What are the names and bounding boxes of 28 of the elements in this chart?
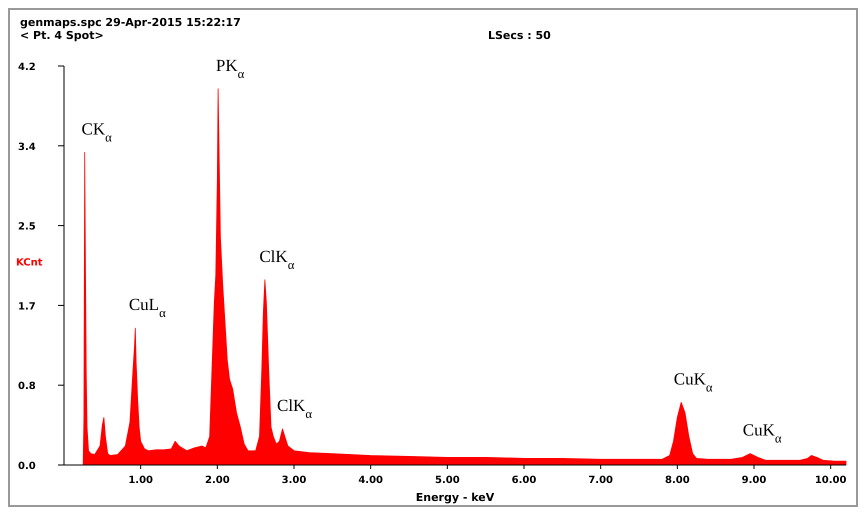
- x-tick-label: 6.00: [512, 475, 536, 486]
- x-tick-label: 1.00: [128, 475, 154, 486]
- x-tick-label: 10.00: [814, 475, 847, 486]
- chart-title: genmaps.spc 29-Apr-2015 15:22:17: [20, 16, 241, 29]
- annotation: CK$_{α}$: [82, 119, 112, 144]
- annotation: CuK$_{α}$: [742, 420, 782, 446]
- y-tick-label: 0.8: [18, 381, 36, 392]
- annotation: CuL$_{α}$: [128, 295, 166, 320]
- y-tick-label: 0.0: [18, 461, 36, 472]
- annotation: CuK$_{α}$: [674, 369, 713, 394]
- annotation: PK$_{α}$: [216, 56, 245, 81]
- y-axis-title: KCnt: [16, 258, 43, 268]
- x-tick-label: 4.00: [358, 475, 384, 486]
- x-axis-title: Energy - keV: [416, 491, 495, 504]
- x-tick-label: 8.00: [664, 475, 690, 486]
- x-tick-label: 2.00: [204, 475, 230, 486]
- x-tick-label: 5.00: [434, 475, 460, 486]
- y-tick-label: 1.7: [18, 301, 36, 312]
- annotation: ClK$_{α}$: [259, 246, 295, 272]
- x-tick-label: 3.00: [282, 475, 306, 486]
- x-tick-label: 7.00: [588, 475, 614, 486]
- annotation: ClK$_{α}$: [276, 396, 312, 421]
- text: LSecs : 50: [488, 29, 552, 42]
- x-tick-label: 9.00: [742, 475, 766, 486]
- text: < Pt. 4 Spot>: [20, 29, 104, 42]
- y-tick-label: 4.2: [18, 62, 36, 73]
- y-tick-label: 2.5: [18, 222, 36, 233]
- y-tick-label: 3.4: [18, 142, 36, 153]
